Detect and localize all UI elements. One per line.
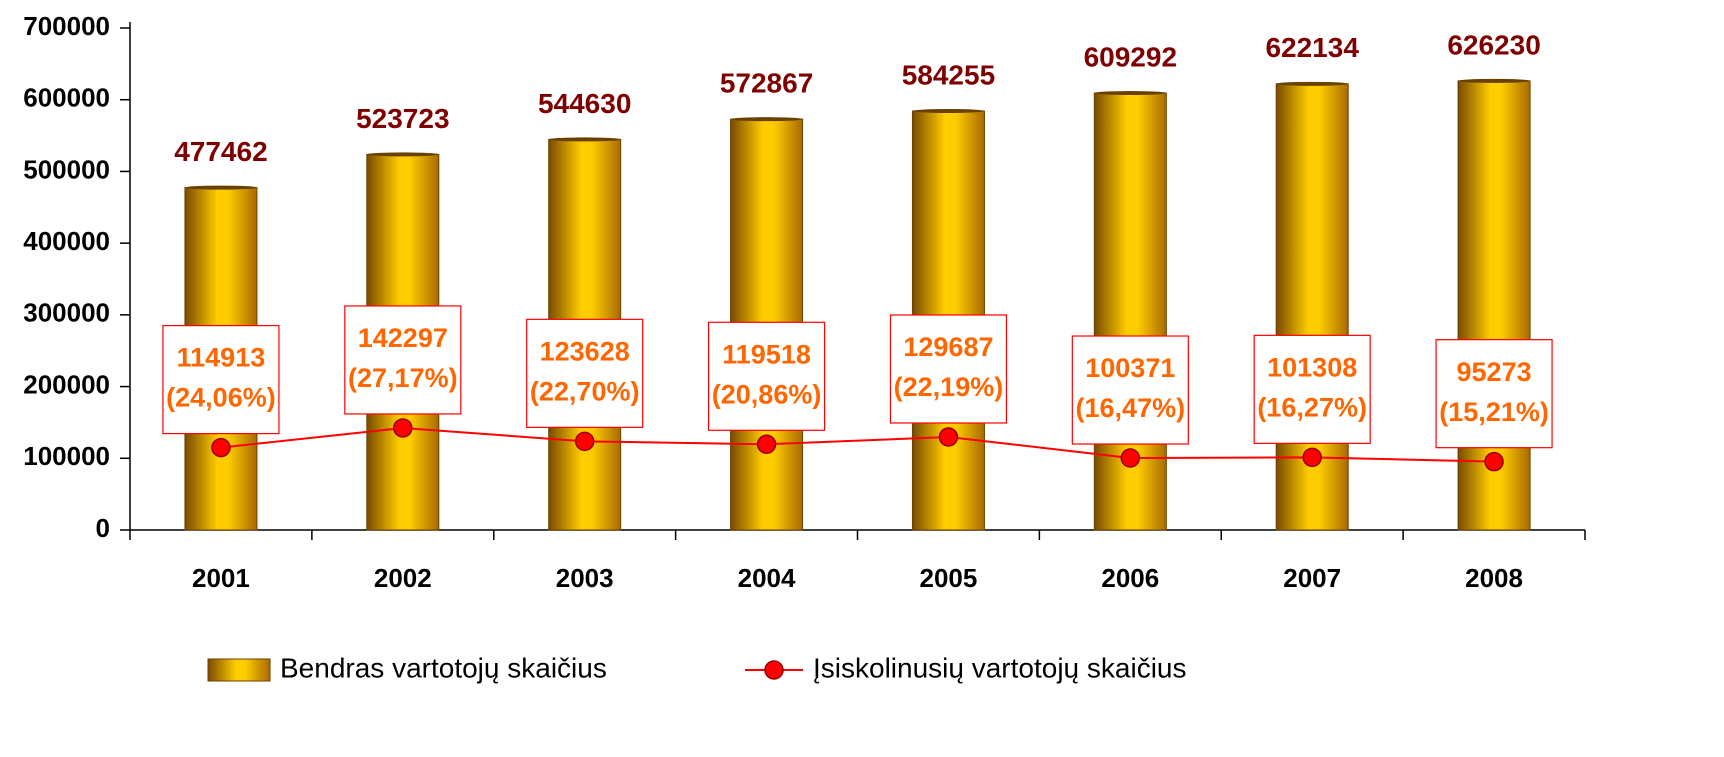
line-marker (756, 434, 777, 455)
line-value-label: 119518 (722, 339, 811, 369)
data-label-box (889, 314, 1008, 424)
y-tick-label: 500000 (23, 154, 110, 184)
y-tick-label: 400000 (23, 226, 110, 256)
data-label-box (526, 318, 644, 428)
line-value-label: 142297 (358, 323, 448, 353)
bar-value-label: 609292 (1084, 41, 1177, 72)
bar-top (1094, 91, 1167, 96)
y-tick-label: 100000 (23, 441, 110, 471)
line-value-label: 114913 (177, 343, 266, 373)
data-label-box (1071, 335, 1189, 445)
bar-top (912, 109, 985, 114)
legend-label: Įsiskolinusių vartotojų skaičius (813, 652, 1187, 683)
line-value-label: 129687 (903, 332, 993, 362)
y-tick-label: 700000 (23, 11, 110, 41)
bar-top (1276, 81, 1349, 86)
x-tick-label: 2007 (1283, 563, 1341, 593)
x-tick-label: 2003 (556, 563, 614, 593)
line-share-label: (27,17%) (348, 363, 458, 393)
data-label-box (162, 324, 280, 435)
y-tick-label: 0 (96, 513, 110, 543)
bar-value-label: 544630 (538, 88, 631, 119)
line-value-label: 101308 (1267, 352, 1357, 382)
data-label-box (344, 305, 462, 415)
legend-swatch (207, 658, 271, 682)
bar-top (548, 137, 621, 142)
line-value-label: 123628 (540, 336, 630, 366)
line-marker (211, 437, 231, 458)
line-share-label: (24,06%) (166, 383, 276, 413)
y-tick-label: 600000 (23, 83, 110, 113)
line-marker (1302, 447, 1322, 468)
x-tick-label: 2006 (1101, 563, 1159, 593)
bar-value-label: 626230 (1447, 29, 1540, 60)
line-share-label: (16,27%) (1257, 392, 1367, 422)
line-share-label: (22,19%) (894, 372, 1004, 402)
bar-top (730, 117, 803, 122)
line-value-label: 100371 (1085, 353, 1175, 383)
x-tick-label: 2004 (738, 563, 796, 593)
x-tick-label: 2001 (192, 563, 250, 593)
bar-top (366, 152, 439, 157)
line-share-label: (15,21%) (1439, 397, 1549, 427)
bar-value-label: 622134 (1265, 32, 1359, 63)
line (220, 426, 1495, 463)
data-label-box (1253, 334, 1371, 444)
y-tick-label: 200000 (23, 369, 110, 399)
y-tick-label: 300000 (23, 298, 110, 328)
bar-top (1458, 78, 1531, 83)
bar-value-label: 572867 (720, 68, 813, 99)
line-marker (1484, 451, 1504, 472)
bar-value-label: 523723 (356, 103, 449, 134)
bar-top (184, 185, 257, 190)
line-value-label: 95273 (1457, 357, 1532, 387)
line-share-label: (16,47%) (1076, 393, 1186, 423)
bar-value-label: 584255 (902, 59, 995, 90)
legend-marker (764, 660, 784, 680)
x-tick-label: 2002 (374, 563, 432, 593)
x-tick-label: 2008 (1465, 563, 1523, 593)
data-label-box (1435, 339, 1553, 449)
legend-label: Bendras vartotojų skaičius (280, 652, 607, 683)
line-marker (1120, 448, 1141, 468)
x-tick-label: 2005 (920, 563, 978, 593)
line-share-label: (22,70%) (530, 376, 640, 406)
line-marker (393, 418, 413, 438)
bar-value-label: 477462 (174, 136, 267, 167)
line-marker (574, 431, 595, 452)
line-marker (938, 427, 959, 447)
line-share-label: (20,86%) (712, 379, 822, 409)
data-label-box (707, 321, 826, 431)
